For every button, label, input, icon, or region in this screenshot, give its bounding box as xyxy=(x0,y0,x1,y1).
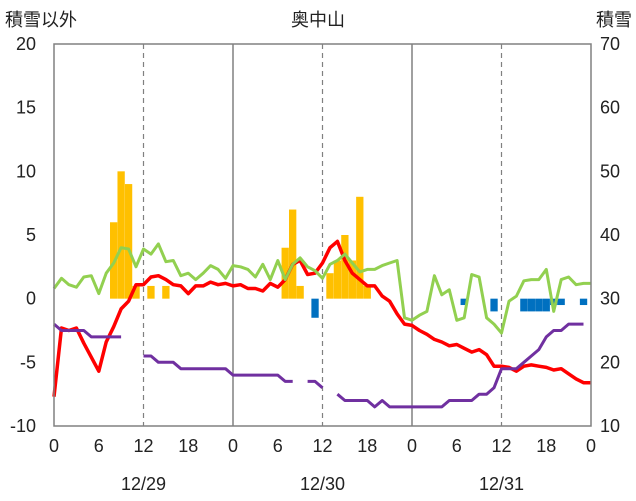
right-axis-label: 積雪 xyxy=(596,10,632,31)
x-tick-label: 6 xyxy=(94,436,104,456)
left-tick-label: 0 xyxy=(26,289,36,309)
bar xyxy=(162,285,170,299)
series-line-segment xyxy=(307,379,324,389)
x-tick-label: 12 xyxy=(312,436,332,456)
bar xyxy=(490,298,498,312)
bar xyxy=(348,260,356,299)
left-tick-label: 10 xyxy=(16,161,36,181)
bar xyxy=(356,196,364,299)
bar xyxy=(281,247,289,299)
bar xyxy=(289,209,297,299)
bar xyxy=(550,298,558,306)
x-tick-label: 6 xyxy=(273,436,283,456)
grid xyxy=(142,44,503,426)
series-line-segment xyxy=(53,322,122,339)
bar xyxy=(579,298,588,306)
left-axis-label: 積雪以外 xyxy=(5,10,77,31)
right-axis-ticks: 10 20 30 40 50 60 70 xyxy=(600,34,620,436)
bar xyxy=(363,285,371,299)
left-axis-ticks: -10 -5 0 5 10 15 20 xyxy=(10,34,36,436)
right-tick-label: 60 xyxy=(600,98,620,118)
lines xyxy=(52,239,591,409)
bar xyxy=(147,285,155,299)
x-tick-label: 12 xyxy=(133,436,153,456)
bar xyxy=(542,298,550,312)
x-tick-label: 0 xyxy=(49,436,59,456)
bar xyxy=(326,273,334,299)
x-tick-label: 18 xyxy=(536,436,556,456)
right-tick-label: 40 xyxy=(600,225,620,245)
x-tick-label: 0 xyxy=(407,436,417,456)
x-tick-label: 0 xyxy=(228,436,238,456)
x-tick-label: 6 xyxy=(452,436,462,456)
left-tick-label: 5 xyxy=(26,225,36,245)
x-tick-label: 18 xyxy=(357,436,377,456)
plot-frame xyxy=(53,43,592,427)
bar xyxy=(557,298,565,306)
chart-title: 奥中山 xyxy=(291,10,345,31)
day-labels: 12/29 12/30 12/31 xyxy=(121,474,524,494)
day-label: 12/31 xyxy=(479,474,524,494)
x-tick-label: 0 xyxy=(586,436,596,456)
bar xyxy=(117,171,125,299)
left-tick-label: -10 xyxy=(10,416,36,436)
bar xyxy=(527,298,535,312)
series-line xyxy=(52,239,591,397)
bar xyxy=(296,285,304,299)
series-line-segment xyxy=(143,354,293,383)
x-tick-label: 18 xyxy=(178,436,198,456)
bar xyxy=(341,235,349,299)
series-line-segment xyxy=(336,322,584,409)
day-label: 12/29 xyxy=(121,474,166,494)
day-label: 12/30 xyxy=(300,474,345,494)
right-tick-label: 50 xyxy=(600,161,620,181)
right-tick-label: 10 xyxy=(600,416,620,436)
left-tick-label: 15 xyxy=(16,98,36,118)
bar xyxy=(535,298,543,312)
left-tick-label: -5 xyxy=(20,352,36,372)
right-tick-label: 20 xyxy=(600,352,620,372)
bar xyxy=(460,298,468,306)
bar xyxy=(333,260,342,299)
bar xyxy=(520,298,528,312)
bar xyxy=(132,285,140,299)
left-tick-label: 20 xyxy=(16,34,36,54)
series-line xyxy=(52,242,591,335)
right-tick-label: 30 xyxy=(600,289,620,309)
right-tick-label: 70 xyxy=(600,34,620,54)
x-axis-ticks: 0 6 12 18 0 6 12 18 0 6 12 18 0 xyxy=(49,436,596,456)
bar xyxy=(311,298,319,318)
x-tick-label: 12 xyxy=(491,436,511,456)
bar xyxy=(124,184,133,299)
